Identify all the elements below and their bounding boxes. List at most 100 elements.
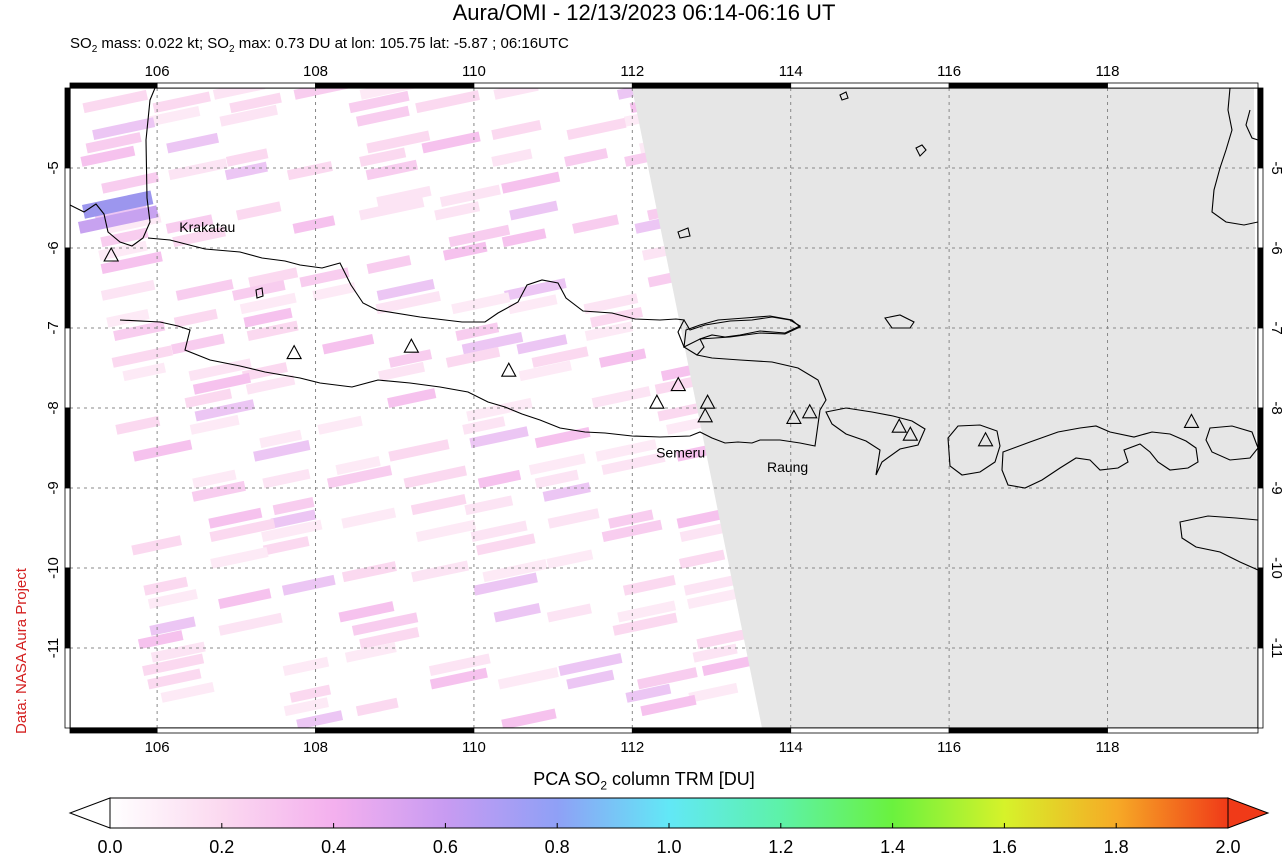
so2-pixel: [149, 616, 196, 636]
so2-pixel: [461, 331, 524, 355]
lat-tick-label-left: -7: [45, 321, 62, 334]
border-bar-top: [790, 82, 950, 89]
border-bar-left: [64, 327, 71, 409]
so2-pixel: [261, 519, 323, 542]
lat-tick-label-right: -9: [1268, 481, 1285, 494]
border-bar-bottom: [69, 727, 158, 734]
so2-pixel: [235, 201, 282, 221]
graticule: [70, 88, 1258, 728]
so2-pixel: [688, 682, 739, 703]
so2-pixel: [504, 278, 567, 301]
so2-pixel: [534, 426, 591, 449]
so2-pixel: [493, 88, 539, 100]
so2-pixel: [411, 560, 470, 583]
so2-pixel: [358, 197, 425, 221]
volcano-triangle-icon: [785, 409, 802, 424]
so2-pixel: [175, 279, 234, 301]
so2-pixel: [508, 294, 558, 315]
lat-tick-label-left: -9: [45, 481, 62, 494]
so2-pixel: [475, 533, 536, 556]
so2-pixel: [612, 612, 678, 636]
axis-tick-labels: 106 106 108 108 110 110 112 112 114 114 116 116 118 1…: [45, 63, 1285, 756]
so2-pixel: [547, 508, 600, 529]
colorbar-under-arrow: [68, 797, 111, 829]
colorbar-tick-label: 0.8: [545, 837, 570, 855]
so2-pixel: [101, 171, 160, 194]
so2-pixel: [232, 280, 286, 301]
so2-pixel: [564, 148, 609, 167]
lat-tick-label-left: -5: [45, 161, 62, 174]
colorbar-tick-label: 0.2: [209, 837, 234, 855]
volcano-triangle-icon: [977, 431, 994, 447]
so2-pixel: [150, 641, 206, 663]
island-3: [915, 144, 927, 157]
colorbar-tick-label: 2.0: [1215, 837, 1240, 855]
lat-tick-label-left: -11: [45, 638, 62, 659]
colorbar-tick-label: 1.6: [992, 837, 1017, 855]
so2-pixel: [262, 468, 311, 489]
so2-pixel: [317, 415, 363, 435]
so2-pixel: [113, 320, 166, 341]
so2-pixel: [283, 697, 329, 717]
so2-pixel: [292, 215, 336, 234]
so2-pixel: [497, 667, 559, 690]
so2-pixel: [546, 549, 594, 569]
so2-pixel: [591, 386, 651, 408]
so2-pixel: [338, 601, 395, 623]
so2-pixel: [583, 293, 639, 315]
lon-tick-label-top: 106: [145, 63, 170, 80]
so2-mass-text: mass: 0.022 kt; SO: [97, 35, 229, 52]
volcano-triangle-icon: [500, 362, 517, 377]
colorbar-tick-label: 1.0: [656, 837, 681, 855]
so2-pixel: [415, 90, 480, 114]
so2-pixel: [355, 697, 399, 717]
so2-pixel: [147, 589, 198, 609]
so2-pixel: [566, 117, 627, 140]
so2-pixel: [516, 334, 568, 355]
so2-pixel: [173, 308, 218, 328]
so2-pixel: [464, 495, 514, 516]
border-bar-top: [631, 82, 792, 89]
so2-pixel: [225, 148, 269, 167]
so2-pixels: [78, 88, 767, 728]
lat-tick-label-left: -8: [45, 401, 62, 414]
so2-pixel: [595, 439, 657, 462]
so2-pixel: [147, 106, 201, 127]
border-bar-top: [473, 82, 633, 89]
colorbar-title-suffix: column TRM [DU]: [607, 769, 755, 789]
so2-pixel-max: [82, 190, 154, 219]
so2-pixel: [132, 439, 193, 462]
so2-pixel: [546, 603, 592, 623]
so2-pixel: [143, 576, 189, 596]
volcano-triangle-icon: [1183, 413, 1200, 428]
so2-pixel: [387, 388, 437, 408]
lon-tick-label-top: 118: [1096, 63, 1120, 80]
border-bar-bottom: [156, 727, 316, 734]
coast-lombok: [947, 424, 1001, 476]
so2-pixel: [622, 575, 676, 596]
so2-pixel: [208, 507, 263, 529]
border-bar-right: [1257, 647, 1264, 729]
so2-pixel: [501, 708, 557, 728]
so2-pixel: [168, 158, 228, 181]
so2-pixel: [421, 131, 481, 154]
so2-pixel: [365, 159, 418, 181]
volcano-label: Semeru: [656, 445, 705, 461]
so2-pixel: [111, 345, 173, 368]
so2-pixel: [528, 453, 586, 475]
border-bar-bottom: [473, 727, 633, 734]
coast-sumba: [1179, 515, 1258, 571]
so2-pixel: [617, 600, 677, 623]
so2-map: Krakatau Semeru Raung 106 106 108 108 110 110 11…: [45, 63, 1285, 756]
colorbar-tick-label: 0.4: [321, 837, 346, 855]
border-bar-top: [1107, 82, 1259, 89]
lon-tick-label-bottom: 118: [1096, 739, 1120, 756]
border-bar-bottom: [315, 727, 475, 734]
so2-pixel: [259, 429, 303, 449]
so2-pixel: [366, 255, 412, 274]
so2-pixel: [192, 469, 237, 489]
colorbar: 0.0 0.2 0.4 0.6 0.8 1.0 1.2 1.4 1.6 1.8 2.0: [68, 797, 1270, 855]
so2-pixel: [243, 307, 293, 328]
lat-tick-label-right: -6: [1268, 241, 1285, 254]
so2-pixel: [466, 397, 533, 422]
